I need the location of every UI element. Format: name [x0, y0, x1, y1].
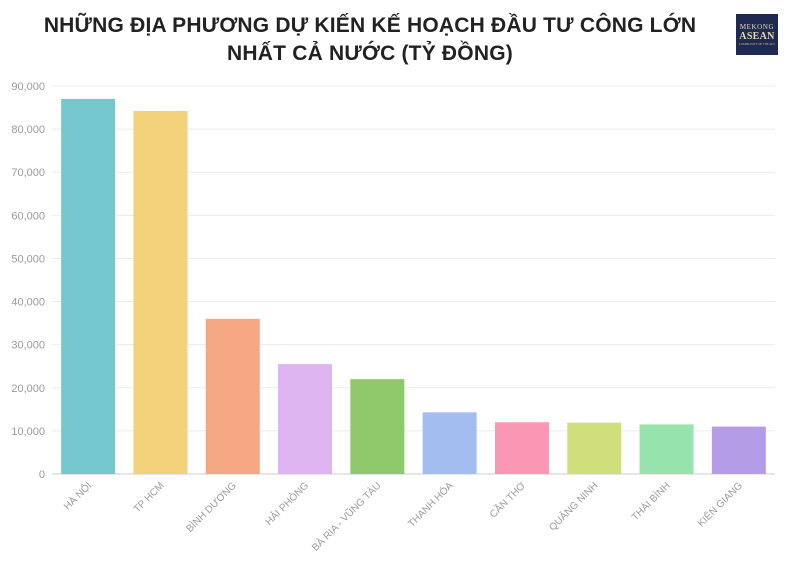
logo-line-3: COMMUNITY OF THE AEC: [738, 42, 776, 46]
y-tick-label: 20,000: [11, 383, 45, 395]
chart-title: NHỮNG ĐỊA PHƯƠNG DỰ KIẾN KẾ HOẠCH ĐẦU TƯ…: [43, 14, 697, 65]
bar: [133, 111, 188, 474]
bar: [639, 424, 694, 474]
x-tick-label: QUẢNG NINH: [546, 479, 600, 533]
y-tick-label: 90,000: [11, 81, 45, 93]
y-tick-label: 60,000: [11, 210, 45, 222]
y-tick-label: 70,000: [11, 167, 45, 179]
y-tick-label: 10,000: [11, 426, 45, 438]
x-axis: HÀ NỘI TP HCM BÌNH DƯƠNG HẢI PHÒNG BÀ RỊA - …: [61, 479, 745, 554]
y-tick-label: 30,000: [11, 340, 45, 352]
brand-logo: MEKONG ASEAN COMMUNITY OF THE AEC: [736, 14, 778, 55]
y-tick-label: 50,000: [11, 253, 45, 265]
x-tick-label: THÁI BÌNH: [629, 479, 673, 523]
logo-line-2: ASEAN: [739, 31, 775, 42]
x-tick-label: BÀ RỊA - VŨNG TÀU: [309, 479, 384, 554]
x-tick-label: KIÊN GIANG: [695, 479, 746, 530]
x-tick-label: HÀ NỘI: [61, 479, 95, 513]
bar: [567, 422, 622, 474]
x-tick-label: CẦN THƠ: [487, 479, 529, 521]
x-tick-label: TP HCM: [132, 480, 167, 515]
x-tick-label: BÌNH DƯƠNG: [183, 479, 239, 535]
y-tick-label: 80,000: [11, 124, 45, 136]
bar: [61, 98, 116, 474]
bar: [422, 412, 477, 474]
x-tick-label: THANH HÓA: [405, 479, 456, 530]
y-tick-label: 40,000: [11, 297, 45, 309]
bar: [494, 422, 549, 474]
x-tick-label: HẢI PHÒNG: [262, 479, 311, 528]
bar: [278, 364, 333, 474]
bars: [61, 98, 766, 474]
bar: [350, 379, 405, 474]
y-tick-label: 0: [39, 469, 45, 481]
y-axis: 0 10,000 20,000 30,000 40,000 50,000 60,000 70,…: [11, 81, 45, 481]
bar: [205, 318, 260, 474]
bar: [711, 426, 766, 474]
logo-line-1: MEKONG: [739, 23, 775, 31]
